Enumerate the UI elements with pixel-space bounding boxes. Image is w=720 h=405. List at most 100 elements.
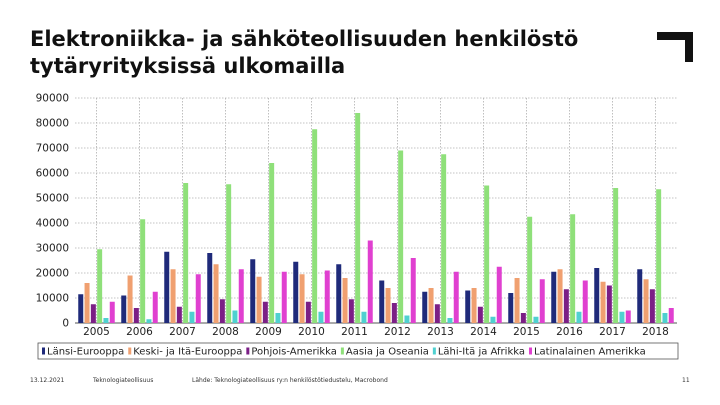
y-tick-label: 30000 xyxy=(36,243,69,255)
x-tick-label: 2012 xyxy=(384,326,411,338)
legend-swatch xyxy=(528,347,532,355)
bar xyxy=(508,293,514,323)
x-tick-label: 2015 xyxy=(513,326,540,338)
legend-label: Pohjois-Amerikka xyxy=(251,347,337,358)
bar xyxy=(551,271,557,323)
x-tick-label: 2009 xyxy=(255,326,282,338)
bar xyxy=(213,264,219,323)
x-tick-label: 2006 xyxy=(126,326,153,338)
bar xyxy=(453,271,459,323)
bar xyxy=(465,290,471,323)
bar xyxy=(90,304,96,323)
bar xyxy=(103,318,109,323)
y-axis-ticks: 0 10000 20000 30000 40000 50000 60000 70000 8000… xyxy=(36,93,69,330)
bar xyxy=(496,266,502,323)
x-tick-label: 2016 xyxy=(556,326,583,338)
bar xyxy=(109,301,115,323)
bar xyxy=(342,278,348,323)
bar xyxy=(318,311,324,323)
bar xyxy=(207,253,213,323)
x-tick-label: 2005 xyxy=(83,326,110,338)
chart-legend: Länsi-Eurooppa Keski- ja Itä-Eurooppa Pohj… xyxy=(37,342,679,360)
bar xyxy=(355,113,361,323)
bar xyxy=(606,285,612,323)
bar xyxy=(625,310,631,323)
y-tick-label: 90000 xyxy=(36,93,69,105)
bar xyxy=(133,308,139,323)
bar xyxy=(275,313,281,323)
bar xyxy=(97,249,103,323)
bar xyxy=(600,281,606,323)
slide-title: Elektroniikka- ja sähköteollisuuden henk… xyxy=(30,26,630,80)
legend-box xyxy=(37,342,679,360)
bar xyxy=(662,313,668,323)
bar xyxy=(637,269,643,323)
legend-label: Lähi-Itä ja Afrikka xyxy=(438,347,525,358)
y-tick-label: 70000 xyxy=(36,143,69,155)
bar xyxy=(232,310,238,323)
bar xyxy=(557,269,563,323)
bar xyxy=(170,269,176,323)
bar xyxy=(668,308,674,323)
bar xyxy=(520,313,526,323)
y-tick-label: 50000 xyxy=(36,193,69,205)
bar xyxy=(379,280,385,323)
legend-swatch xyxy=(128,347,132,355)
bar xyxy=(324,270,330,323)
bar xyxy=(514,278,520,323)
bar xyxy=(281,271,287,323)
bar xyxy=(410,258,416,323)
chart-grid xyxy=(75,97,677,324)
bar xyxy=(293,261,299,323)
bar-chart: 0 10000 20000 30000 40000 50000 60000 70000 8000… xyxy=(36,93,679,360)
bar xyxy=(490,316,496,323)
bar xyxy=(256,276,262,323)
bar xyxy=(477,306,483,323)
bar xyxy=(195,274,201,323)
y-tick-label: 0 xyxy=(62,318,69,330)
bar xyxy=(250,259,256,323)
corner-bracket-logo-icon xyxy=(657,32,693,62)
bar xyxy=(471,288,477,323)
bar xyxy=(576,311,582,323)
bar xyxy=(570,214,576,323)
x-tick-label: 2008 xyxy=(212,326,239,338)
bar xyxy=(594,268,600,323)
bar xyxy=(305,301,311,323)
bar xyxy=(367,240,373,323)
legend-swatch xyxy=(42,347,45,355)
x-tick-label: 2014 xyxy=(470,326,497,338)
bar xyxy=(238,269,244,323)
bar xyxy=(361,311,367,323)
bar xyxy=(656,189,662,323)
y-tick-label: 10000 xyxy=(36,293,69,305)
legend-swatch xyxy=(432,347,436,355)
bar xyxy=(563,289,569,323)
legend-swatch xyxy=(246,347,250,355)
x-tick-label: 2011 xyxy=(341,326,368,338)
bar xyxy=(189,311,195,323)
bar xyxy=(613,188,619,323)
bar xyxy=(146,319,152,323)
bar xyxy=(533,316,539,323)
bar xyxy=(183,183,189,323)
bar xyxy=(262,301,268,323)
legend-label: Latinalainen Amerikka xyxy=(534,347,646,358)
title-line-2: tytäryrityksissä ulkomailla xyxy=(30,54,346,78)
y-tick-label: 20000 xyxy=(36,268,69,280)
bar xyxy=(441,154,447,323)
legend-label: Länsi-Eurooppa xyxy=(47,347,124,358)
bar xyxy=(226,184,232,323)
bar xyxy=(312,129,318,323)
bar xyxy=(539,279,545,323)
x-axis-ticks: 2005 2006 2007 2008 2009 2010 2011 2012 2013 2014… xyxy=(83,326,669,338)
chart-bars xyxy=(78,113,674,323)
title-line-1: Elektroniikka- ja sähköteollisuuden henk… xyxy=(30,27,579,51)
bar xyxy=(348,299,354,323)
bar xyxy=(649,289,655,323)
bar xyxy=(78,294,84,323)
bar xyxy=(527,216,533,323)
bar xyxy=(127,275,133,323)
bar xyxy=(121,295,127,323)
bar xyxy=(484,185,490,323)
